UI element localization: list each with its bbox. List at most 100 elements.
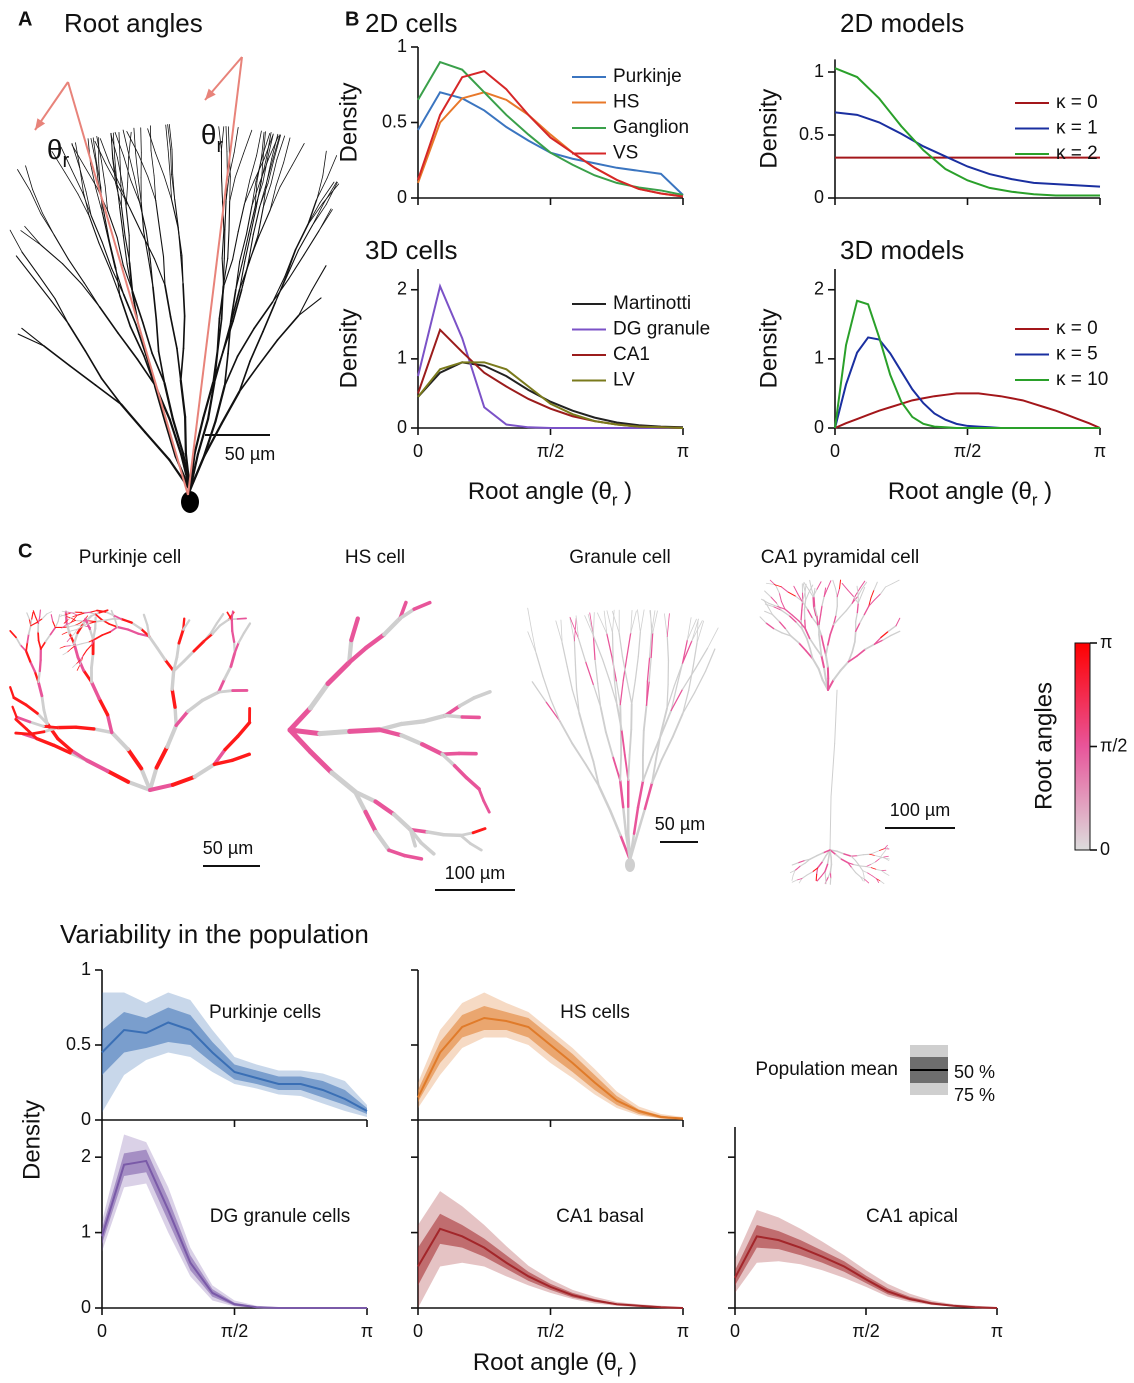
neurite (97, 696, 110, 717)
neurite (813, 587, 816, 598)
neurite (868, 597, 872, 607)
neurite (569, 616, 579, 639)
neurite (811, 657, 820, 670)
neurite (37, 631, 40, 642)
neurite (808, 589, 814, 598)
neurite (83, 611, 92, 614)
neurite (353, 789, 378, 804)
panel-label: C (18, 540, 32, 562)
root-vector (67, 81, 189, 496)
neurite (770, 596, 778, 604)
neurite (666, 635, 670, 662)
neurite (682, 692, 696, 715)
y-tick-label: 0 (397, 417, 407, 437)
chart-title: 2D models (840, 8, 964, 38)
neurite (851, 640, 856, 653)
neurite (176, 347, 182, 382)
neurite (165, 723, 179, 749)
neurite (115, 182, 122, 208)
neurite (179, 379, 187, 419)
neurite (391, 812, 413, 832)
neurite (110, 132, 113, 159)
neurite (147, 176, 157, 201)
neurite (879, 880, 885, 884)
neurite (788, 614, 797, 623)
neurite (11, 705, 18, 719)
neurite (443, 713, 465, 719)
neurite (162, 256, 166, 286)
neurite (153, 258, 166, 286)
neurite (879, 854, 883, 859)
neurite (98, 306, 119, 335)
neurite (147, 634, 159, 650)
neurite (68, 624, 76, 628)
neurite (153, 384, 167, 423)
neurite (628, 833, 639, 862)
neurite (373, 829, 392, 853)
neurite (790, 635, 800, 644)
neurite (597, 682, 602, 708)
neurite (864, 643, 876, 651)
mean-line (101, 1159, 367, 1309)
neurite (202, 420, 217, 458)
neurite (599, 706, 607, 733)
neurite (96, 162, 102, 188)
neurite (155, 318, 160, 353)
neurite (816, 623, 823, 636)
neurite (573, 640, 577, 666)
mean-line (417, 1016, 684, 1120)
neurite (212, 747, 227, 767)
neurite (862, 870, 868, 874)
neurite (65, 622, 72, 626)
neurite (147, 128, 156, 153)
neurite (247, 234, 254, 264)
neurite (57, 614, 61, 622)
neurite (768, 602, 778, 607)
neurite (73, 614, 78, 620)
neurite (53, 234, 69, 260)
neurite (165, 124, 169, 151)
neurite (651, 757, 658, 785)
label-text: θ (47, 134, 63, 165)
neurite (806, 871, 814, 876)
neurite (74, 725, 96, 731)
neurite (816, 875, 822, 882)
neurite (856, 648, 867, 657)
neurite (226, 611, 233, 621)
neurite (262, 301, 277, 333)
neurite (141, 321, 153, 355)
legend-label: κ = 2 (1056, 143, 1098, 164)
legend-label: Martinotti (613, 293, 691, 314)
neurite (212, 351, 224, 384)
neurite (223, 352, 229, 387)
neurite (882, 634, 892, 641)
neurite (884, 846, 888, 852)
neurite (875, 858, 881, 863)
neurite (252, 206, 261, 236)
neurite (630, 609, 633, 634)
neurite (796, 878, 803, 881)
neurite (38, 274, 56, 299)
neurite (875, 878, 880, 884)
neurite (780, 609, 790, 617)
legend-label: HS (613, 92, 639, 113)
neurite (104, 185, 109, 211)
neurite (884, 872, 890, 876)
x-tick-label: 0 (730, 1321, 740, 1341)
mean-line (417, 1227, 684, 1309)
neurite (421, 713, 448, 724)
neurite (820, 654, 825, 669)
neurite (794, 865, 801, 871)
neurite (30, 621, 38, 627)
neurite (856, 602, 859, 614)
neurite (43, 345, 71, 367)
neurite (269, 185, 277, 211)
neurite (791, 614, 800, 623)
neurite (863, 875, 865, 882)
percentile-band (102, 1149, 367, 1308)
line-series (417, 70, 684, 198)
neurite (107, 209, 118, 238)
percentile-band (102, 1007, 367, 1114)
neurite (839, 660, 850, 672)
